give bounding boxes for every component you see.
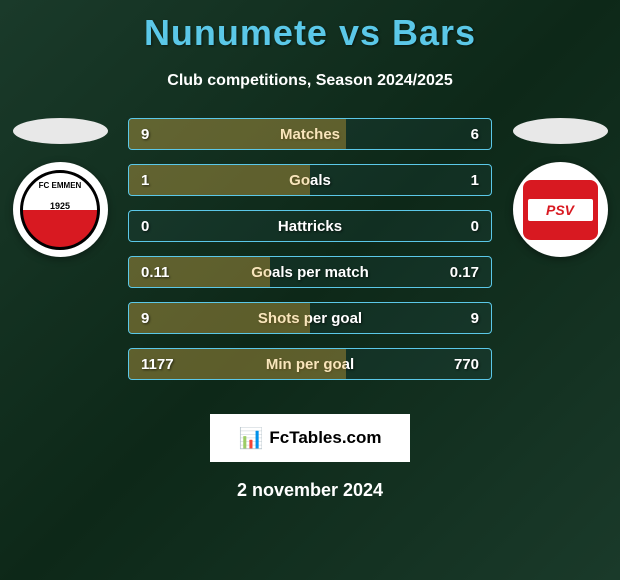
stat-bar: 1177Min per goal770 xyxy=(128,348,492,380)
stat-bar: 0Hattricks0 xyxy=(128,210,492,242)
page-title: Nunumete vs Bars xyxy=(0,0,620,54)
left-club-name: FC EMMEN xyxy=(23,181,97,190)
stat-bar: 9Shots per goal9 xyxy=(128,302,492,334)
stat-bar: 1Goals1 xyxy=(128,164,492,196)
stat-fill xyxy=(129,303,310,333)
stat-bar: 9Matches6 xyxy=(128,118,492,150)
stat-right-value: 9 xyxy=(471,310,479,327)
content-row: FC EMMEN 1925 9Matches6 1Goals1 0Hattricks… xyxy=(0,118,620,394)
stat-right-value: 1 xyxy=(471,172,479,189)
stat-left-value: 0 xyxy=(141,218,149,235)
stat-bar: 0.11Goals per match0.17 xyxy=(128,256,492,288)
footer-brand-badge: 📊 FcTables.com xyxy=(210,414,410,462)
stat-right-value: 0 xyxy=(471,218,479,235)
fc-emmen-logo: FC EMMEN 1925 xyxy=(20,170,100,250)
stat-right-value: 6 xyxy=(471,126,479,143)
stat-left-value: 1 xyxy=(141,172,149,189)
stat-label: Hattricks xyxy=(129,218,491,235)
right-club-badge: PSV xyxy=(513,162,608,257)
stat-left-value: 9 xyxy=(141,310,149,327)
date-label: 2 november 2024 xyxy=(0,480,620,501)
right-club-name: PSV xyxy=(528,199,593,221)
footer-brand-text: FcTables.com xyxy=(269,428,381,448)
stat-right-value: 770 xyxy=(454,356,479,373)
left-club-badge: FC EMMEN 1925 xyxy=(13,162,108,257)
stats-column: 9Matches6 1Goals1 0Hattricks0 0.11Goals per… xyxy=(110,118,510,394)
right-badge-column: PSV xyxy=(510,118,610,257)
stat-fill xyxy=(129,165,310,195)
subtitle: Club competitions, Season 2024/2025 xyxy=(0,72,620,90)
stat-right-value: 0.17 xyxy=(450,264,479,281)
right-ellipse-shadow xyxy=(513,118,608,144)
stat-left-value: 0.11 xyxy=(141,264,169,281)
stat-left-value: 9 xyxy=(141,126,149,143)
stat-left-value: 1177 xyxy=(141,356,174,373)
left-badge-column: FC EMMEN 1925 xyxy=(10,118,110,257)
left-ellipse-shadow xyxy=(13,118,108,144)
stat-fill xyxy=(129,119,346,149)
chart-icon: 📊 xyxy=(238,426,263,451)
left-club-year: 1925 xyxy=(23,201,97,211)
psv-logo: PSV xyxy=(523,180,598,240)
